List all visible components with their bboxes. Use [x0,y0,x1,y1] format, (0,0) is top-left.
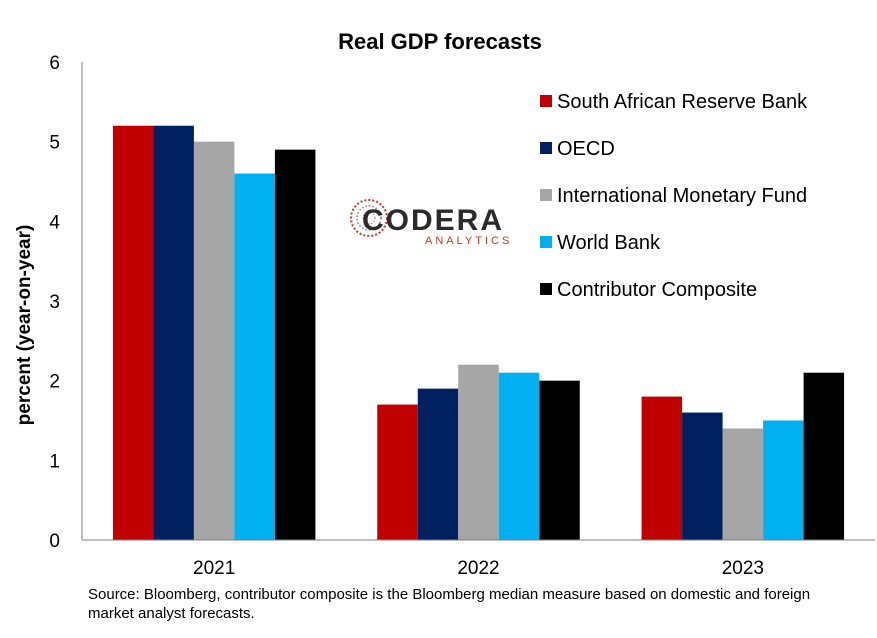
x-tick-label: 2023 [722,558,764,579]
bar-world-bank-2023 [763,420,804,540]
y-tick-label: 0 [49,531,60,552]
logo-tagline: ANALYTICS [425,235,512,247]
bar-international-monetary-fund-2023 [722,428,764,540]
legend-label: OECD [557,138,615,160]
legend-swatch [540,283,552,295]
logo: CODERA ANALYTICS [350,199,512,247]
bar-international-monetary-fund-2022 [458,364,499,540]
bar-oecd-2023 [682,412,723,540]
bar-oecd-2021 [153,125,194,540]
legend-swatch [540,189,552,201]
bar-south-african-reserve-bank-2021 [112,125,154,540]
bar-contributor-composite-2021 [274,149,316,540]
legend-label: World Bank [557,232,661,254]
bars [112,125,845,541]
y-axis-label: percent (year-on-year) [14,225,35,426]
y-tick-label: 4 [49,212,60,233]
codera-logo-icon [350,199,388,237]
bar-oecd-2022 [417,388,459,540]
x-axis-ticks: 2021 2022 2023 [193,558,764,579]
y-tick-label: 1 [49,451,60,472]
source-note: Source: Bloomberg, contributor composite… [88,586,811,622]
legend: South African Reserve Bank OECD Internatio… [540,91,808,301]
bar-south-african-reserve-bank-2022 [377,404,418,540]
legend-label: South African Reserve Bank [557,91,808,113]
chart-title: Real GDP forecasts [338,29,542,54]
legend-label: International Monetary Fund [557,185,807,207]
bar-world-bank-2022 [498,372,540,540]
x-tick-label: 2021 [193,558,235,579]
legend-swatch [540,95,552,107]
y-axis-ticks: 0 1 2 3 4 5 6 [49,53,60,552]
y-tick-label: 3 [49,292,60,313]
legend-label: Contributor Composite [557,279,757,301]
y-tick-label: 6 [49,53,60,74]
bar-contributor-composite-2022 [539,380,580,540]
x-tick-label: 2022 [457,558,499,579]
bar-world-bank-2021 [234,173,275,541]
logo-name: CODERA [362,204,504,237]
y-tick-label: 5 [49,133,60,154]
legend-swatch [540,142,552,154]
legend-swatch [540,236,552,248]
bar-contributor-composite-2023 [803,372,845,540]
bar-international-monetary-fund-2021 [193,141,235,540]
bar-south-african-reserve-bank-2023 [641,396,683,540]
y-tick-label: 2 [49,372,60,393]
